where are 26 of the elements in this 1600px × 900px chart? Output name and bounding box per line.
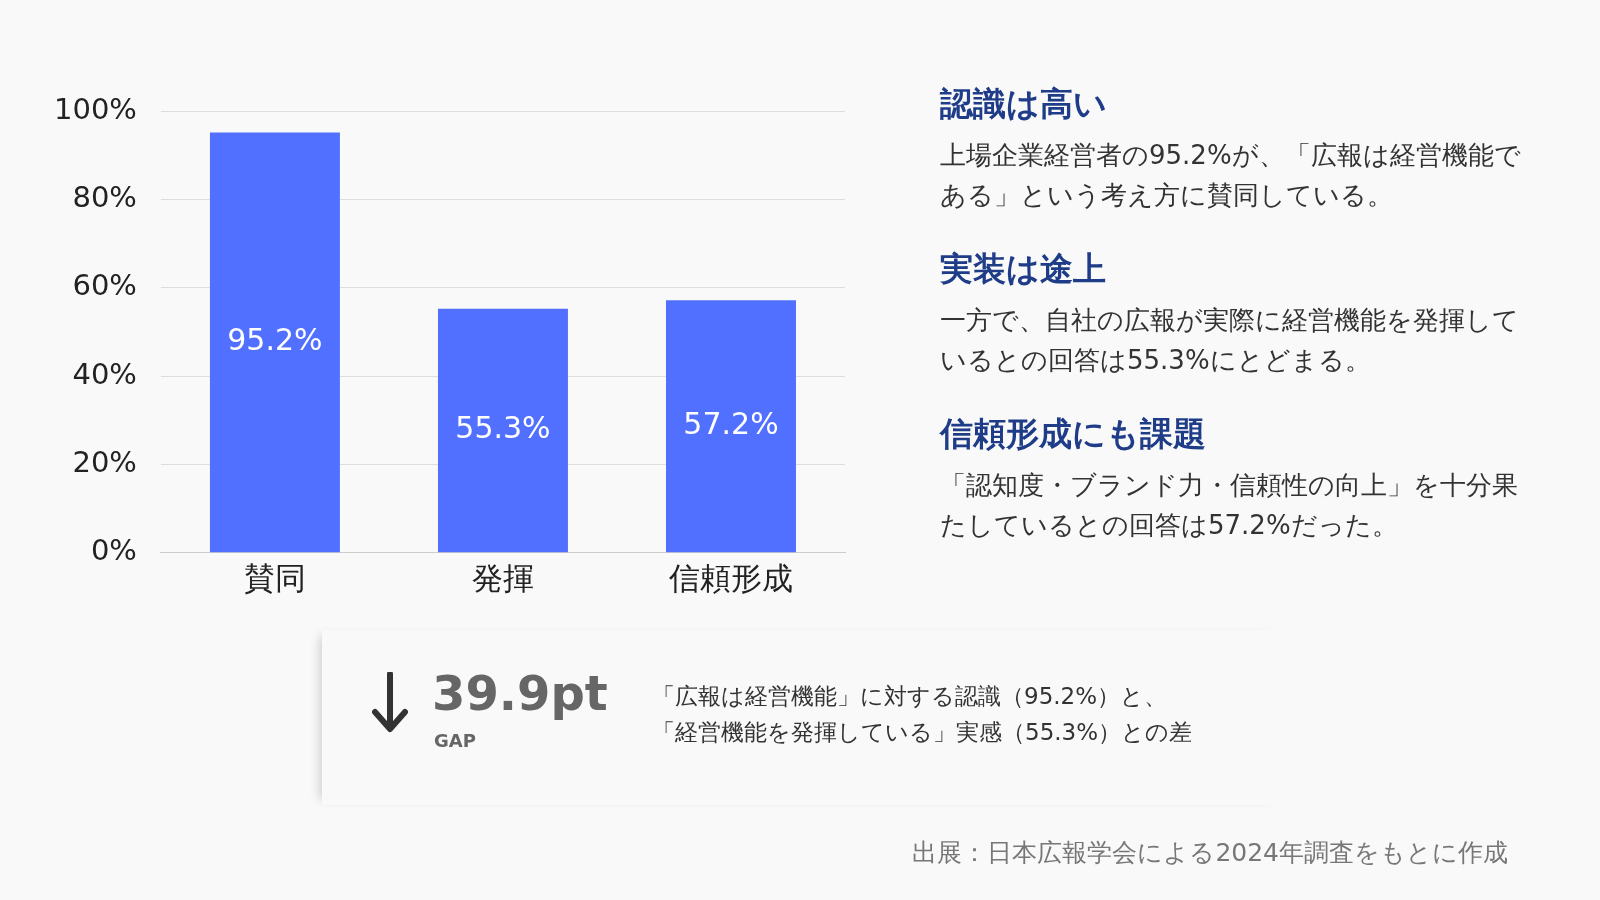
text: 39.9pt [432,665,608,721]
text: 信頼形成にも課題 [940,413,1207,455]
bar [666,300,796,553]
text: 「広報は経営機能」に対する認識（95.2%）と、 [652,682,1169,711]
text: 上場企業経営者の95.2%が、「広報は経営機能である」という考え方に賛同している。 [940,139,1522,212]
y-tick-label: 20% [72,445,137,480]
text: 認識は高い [940,83,1108,125]
data-label: 57.2% [683,406,779,442]
text: 出展：日本広報学会による2024年調査をもとに作成 [912,837,1508,869]
y-tick-label: 40% [72,356,137,391]
text: 「経営機能を発揮している」実感（55.3%）との差 [652,718,1193,747]
y-tick-label: 0% [90,533,137,568]
y-tick-label: 100% [53,91,137,126]
x-tick-label: 信頼形成 [668,560,793,597]
data-label: 55.3% [455,410,551,446]
text: 実装は途上 [940,248,1107,290]
text: 一方で、自社の広報が実際に経営機能を発揮しているとの回答は55.3%にとどまる。 [940,304,1520,377]
text: GAP [434,730,476,751]
text: 「認知度・ブランド力・信頼性の向上」を十分果たしているとの回答は57.2%だった。 [940,469,1519,542]
x-tick-label: 発揮 [471,560,534,597]
bar [437,308,568,553]
bar [209,132,340,553]
x-tick-label: 賛同 [243,560,306,597]
data-label: 95.2% [227,322,323,358]
y-tick-label: 60% [72,268,137,303]
y-tick-label: 80% [72,180,137,215]
